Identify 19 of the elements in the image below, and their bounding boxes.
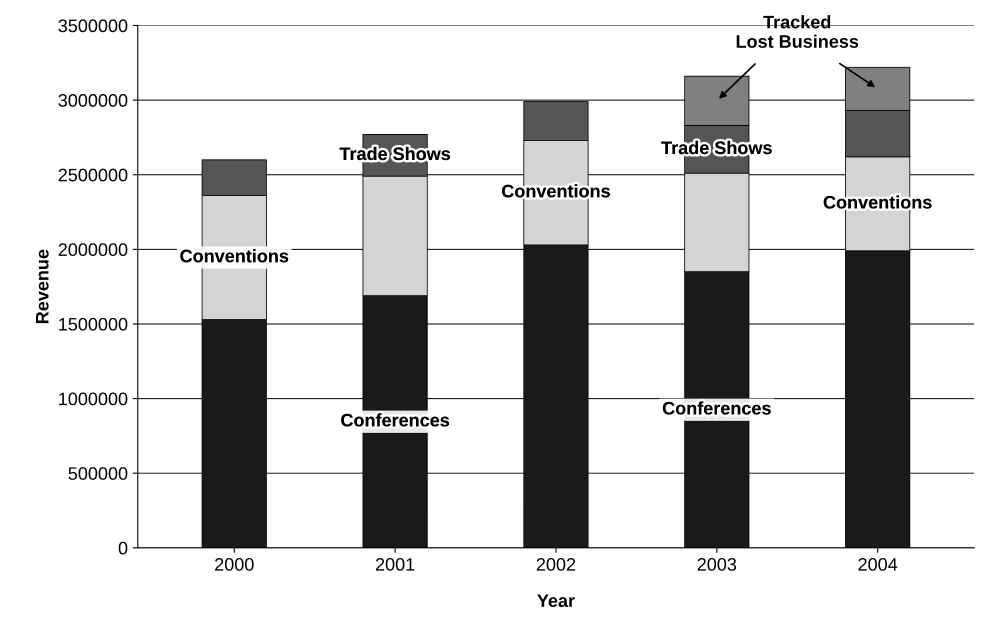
text: Conferences — [662, 401, 771, 415]
y-tick-label: 1000000 — [59, 392, 128, 406]
x-tick-label: 2000 — [215, 558, 254, 571]
text: Conventions — [180, 249, 288, 262]
series-label: Conferences — [341, 413, 450, 427]
x-tick-label: 2001 — [376, 558, 414, 571]
series-label: Tracked Lost Business — [736, 15, 858, 48]
x-axis-title: Year — [537, 594, 575, 608]
y-tick-label: 2000000 — [58, 243, 128, 256]
y-tick-label: 2500000 — [58, 168, 128, 182]
y-axis-title: Revenue — [36, 250, 49, 324]
y-tick-label: 3500000 — [58, 19, 128, 32]
x-tick-label: 2004 — [858, 558, 898, 571]
x-tick-label: 2002 — [536, 558, 576, 571]
x-tick-label: 2003 — [698, 558, 736, 571]
y-tick-label: 3000000 — [58, 94, 128, 107]
y-tick-label: 500000 — [68, 467, 128, 480]
y-tick-label: 1500000 — [59, 318, 128, 331]
y-tick-label: 0 — [118, 542, 128, 555]
